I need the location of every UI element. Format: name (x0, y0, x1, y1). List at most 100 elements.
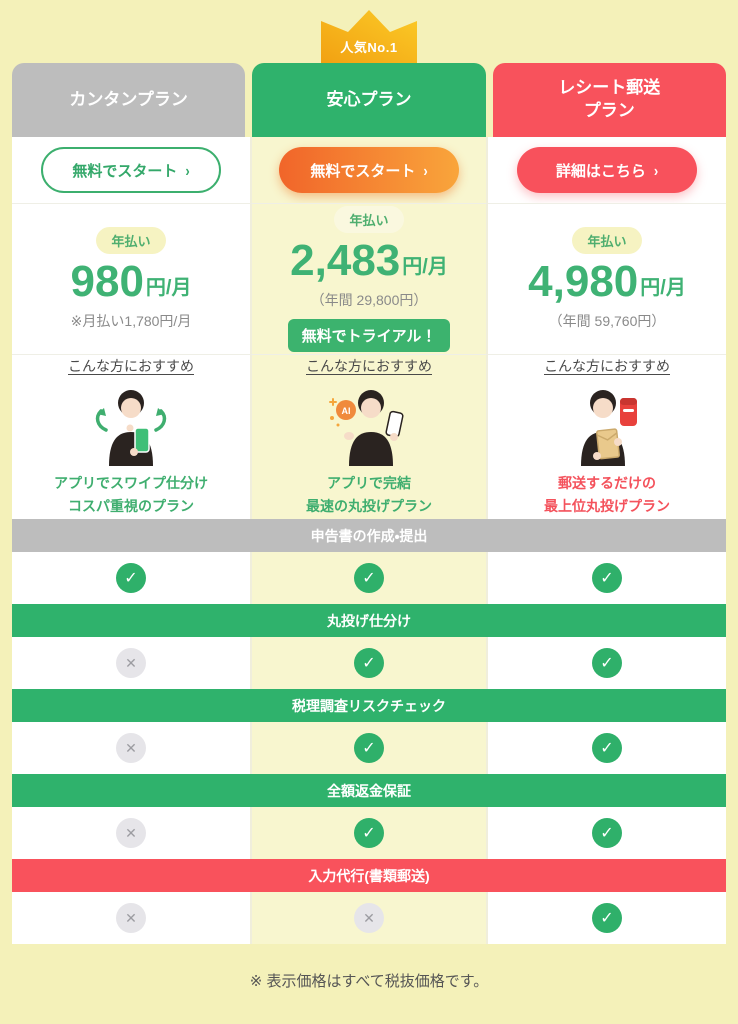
feature-check-row (12, 637, 726, 689)
plan-table-body: 無料でスタート › 無料でスタート › 詳細はこちら › (12, 137, 726, 944)
cta-cell-secure: 無料でスタート › (250, 137, 488, 203)
illustration-ai-complete-icon: AI (324, 382, 414, 468)
cta-label: 無料でスタート (72, 162, 178, 180)
chevron-right-icon: › (185, 161, 190, 179)
availability-cell (12, 637, 250, 689)
check-icon (354, 648, 384, 678)
price-line: 2,483 円/月 (290, 236, 448, 286)
cta-cell-receipt: 詳細はこちら › (488, 137, 726, 203)
price-unit: 円/月 (640, 276, 686, 299)
plan-comparison-table: カンタンプラン 安心プラン レシート郵送 プラン 無料でスタート › 無料でスタ… (12, 63, 726, 944)
feature-check-row (12, 552, 726, 604)
check-icon (354, 563, 384, 593)
recommend-cell-receipt: こんな方におすすめ (488, 354, 726, 519)
price-note: （年間 29,800円） (310, 291, 428, 308)
availability-cell (488, 552, 726, 604)
check-icon (592, 563, 622, 593)
feature-check-row (12, 722, 726, 774)
cross-icon (116, 903, 146, 933)
annual-payment-badge: 年払い (572, 227, 642, 255)
recommend-cell-easy: こんな方におすすめ (12, 354, 250, 519)
cross-icon (116, 648, 146, 678)
illustration-swipe-sorting-icon (86, 382, 176, 468)
feature-check-row (12, 892, 726, 944)
price-line: 4,980 円/月 (528, 257, 686, 306)
feature-bar-full-delegation-sorting: 丸投げ仕分け (12, 604, 726, 637)
cross-icon (354, 903, 384, 933)
price-cell-receipt: 年払い 4,980 円/月 （年間 59,760円） (488, 203, 726, 354)
check-icon (354, 733, 384, 763)
recommend-line-2: 最上位丸投げプラン (544, 498, 670, 514)
availability-cell (488, 722, 726, 774)
feature-bar-input-agency: 入力代行(書類郵送) (12, 859, 726, 892)
price-unit: 円/月 (402, 255, 448, 278)
availability-cell (250, 552, 488, 604)
availability-cell (12, 722, 250, 774)
plan-header-secure: 安心プラン (252, 63, 486, 137)
plan-header-easy: カンタンプラン (12, 63, 246, 137)
price-note: （年間 59,760円） (548, 312, 666, 329)
feature-bar-money-back-guarantee: 全額返金保証 (12, 774, 726, 807)
cta-label: 無料でスタート (310, 162, 416, 180)
feature-bar-audit-risk-check: 税理調査リスクチェック (12, 689, 726, 722)
check-icon (592, 818, 622, 848)
recommend-title: こんな方におすすめ (306, 357, 432, 374)
price-row: 年払い 980 円/月 ※月払い1,780円/月 年払い 2,483 円/月 （… (12, 203, 726, 354)
plan-headers: カンタンプラン 安心プラン レシート郵送 プラン (12, 63, 726, 137)
annual-payment-badge: 年払い (334, 206, 404, 234)
recommend-row: こんな方におすすめ (12, 354, 726, 519)
illustration-mail-postbox-icon (562, 382, 652, 468)
chevron-right-icon: › (653, 161, 659, 179)
availability-cell (12, 807, 250, 859)
availability-cell (250, 892, 488, 944)
details-button-receipt[interactable]: 詳細はこちら › (517, 147, 697, 193)
availability-cell (488, 892, 726, 944)
price-note: ※月払い1,780円/月 (70, 312, 192, 329)
cta-cell-easy: 無料でスタート › (12, 137, 250, 203)
availability-cell (250, 807, 488, 859)
availability-cell (250, 637, 488, 689)
recommend-text: アプリでスワイプ仕分け コスパ重視のプラン (54, 472, 208, 518)
availability-cell (250, 722, 488, 774)
recommend-line-2: 最速の丸投げプラン (306, 498, 432, 514)
price-cell-easy: 年払い 980 円/月 ※月払い1,780円/月 (12, 203, 250, 354)
cta-row: 無料でスタート › 無料でスタート › 詳細はこちら › (12, 137, 726, 203)
annual-payment-badge: 年払い (96, 227, 166, 255)
free-start-button-secure[interactable]: 無料でスタート › (279, 147, 459, 193)
chevron-right-icon: › (423, 161, 428, 179)
recommend-text: アプリで完結 最速の丸投げプラン (306, 472, 432, 518)
price-amount: 2,483 (290, 236, 401, 286)
check-icon (592, 648, 622, 678)
recommend-text: 郵送するだけの 最上位丸投げプラン (544, 472, 670, 518)
recommend-cell-secure: こんな方におすすめ AI (250, 354, 488, 519)
crown-icon: 人気No.1 (321, 10, 417, 63)
popular-badge-label: 人気No.1 (340, 40, 398, 55)
recommend-line-1: アプリでスワイプ仕分け (54, 474, 208, 491)
price-line: 980 円/月 (70, 257, 192, 307)
free-start-button-easy[interactable]: 無料でスタート › (41, 147, 221, 193)
price-unit: 円/月 (145, 276, 192, 299)
price-amount: 980 (70, 257, 144, 307)
cta-label: 詳細はこちら (555, 162, 646, 180)
price-cell-secure: 年払い 2,483 円/月 （年間 29,800円） 無料でトライアル！ (250, 203, 488, 354)
check-icon (354, 818, 384, 848)
feature-bar-tax-return: 申告書の作成・提出 (12, 519, 726, 552)
availability-cell (488, 637, 726, 689)
popular-badge-area: 人気No.1 (0, 0, 738, 63)
recommend-title: こんな方におすすめ (544, 357, 670, 374)
availability-cell (12, 552, 250, 604)
availability-cell (488, 807, 726, 859)
recommend-title: こんな方におすすめ (68, 357, 194, 374)
crown-shape (321, 10, 417, 63)
availability-cell (12, 892, 250, 944)
ai-badge-label: AI (342, 406, 351, 416)
free-trial-badge: 無料でトライアル！ (287, 318, 451, 352)
recommend-line-2: コスパ重視のプラン (68, 498, 194, 514)
check-icon (592, 903, 622, 933)
recommend-line-1: 郵送するだけの (558, 474, 656, 491)
check-icon (592, 733, 622, 763)
tax-exclusive-note: ※ 表示価格はすべて税抜価格です。 (249, 973, 489, 990)
check-icon (116, 563, 146, 593)
cross-icon (116, 733, 146, 763)
